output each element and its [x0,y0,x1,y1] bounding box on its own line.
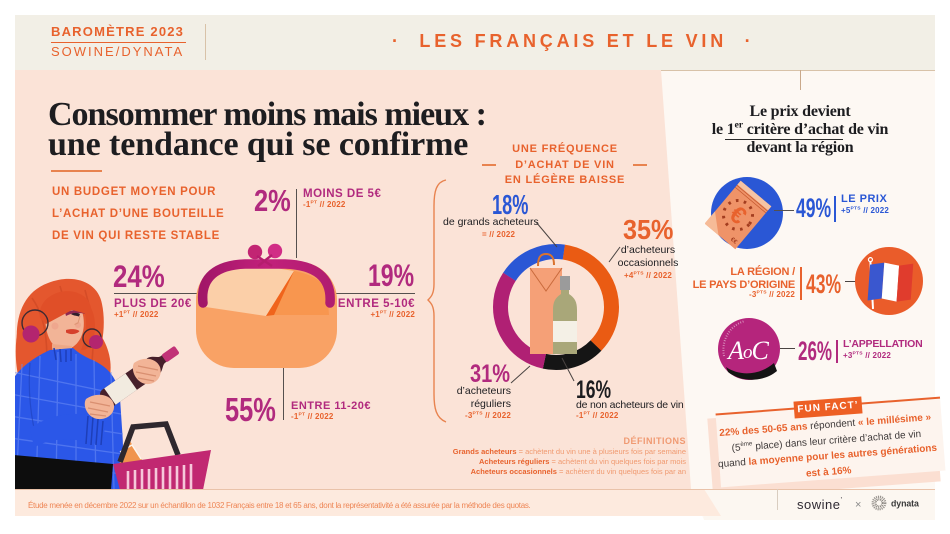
svg-text:dynata: dynata [891,499,919,509]
svg-text:€€: €€ [729,237,738,246]
